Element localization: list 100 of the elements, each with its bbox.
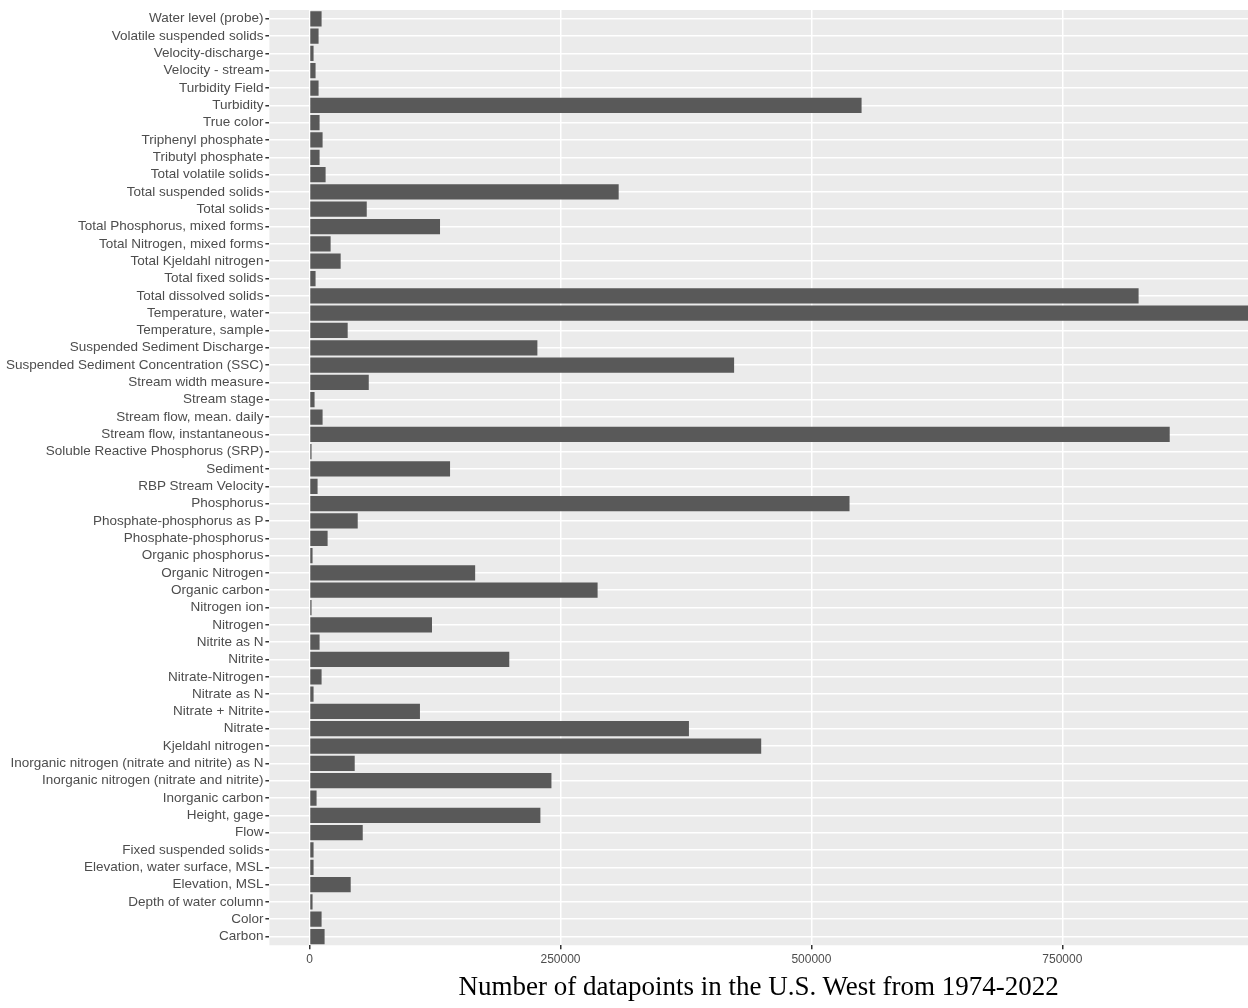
y-tick-label: Total solids: [196, 200, 264, 216]
y-tick-label: Suspended Sediment Discharge: [69, 339, 264, 355]
y-tick-label: Inorganic nitrogen (nitrate and nitrite) as N: [10, 755, 264, 771]
bar: [310, 738, 762, 754]
y-tick-label: Kjeldahl nitrogen: [162, 737, 264, 753]
y-tick-label: Volatile suspended solids: [111, 27, 264, 43]
x-axis-title: Number of datapoints in the U.S. West from 1974-2022: [458, 970, 1059, 1001]
bar: [310, 547, 313, 564]
y-tick-label: Total dissolved solids: [136, 287, 264, 303]
y-tick-label: Velocity-discharge: [153, 45, 264, 61]
bar: [310, 911, 322, 927]
bar: [310, 894, 313, 910]
y-tick-label: Turbidity: [212, 97, 264, 113]
y-tick-label: Flow: [234, 824, 264, 840]
bar: [310, 825, 363, 841]
y-tick-label: Triphenyl phosphate: [141, 131, 264, 147]
bar: [310, 859, 314, 875]
bar: [310, 773, 552, 789]
x-tick-label: 0: [306, 951, 314, 966]
bar: [310, 461, 451, 477]
bar: [310, 426, 1170, 442]
bar: [310, 876, 351, 893]
bar: [310, 634, 320, 650]
bar: [310, 11, 322, 27]
bar: [310, 80, 319, 96]
bar: [310, 63, 316, 79]
bar: [310, 409, 323, 425]
y-tick-label: Elevation, water surface, MSL: [84, 858, 264, 874]
y-tick-label: Stream width measure: [128, 374, 264, 390]
bar: [310, 582, 598, 598]
bar: [310, 357, 735, 373]
y-tick-label: Suspended Sediment Concentration (SSC): [5, 356, 264, 372]
bar: [310, 218, 441, 235]
x-tick-label: 250000: [540, 951, 581, 966]
y-tick-label: Sediment: [206, 460, 264, 476]
bar: [310, 478, 318, 494]
y-tick-label: Nitrate: [223, 720, 264, 736]
bar: [310, 617, 432, 633]
y-tick-label: True color: [203, 114, 264, 130]
bar: [310, 340, 538, 356]
bar: [310, 184, 619, 200]
y-tick-label: Organic carbon: [171, 581, 264, 597]
y-tick-label: Inorganic carbon: [162, 789, 264, 805]
bar: [310, 755, 355, 771]
y-tick-label: Temperature, sample: [136, 322, 264, 338]
y-tick-label: Depth of water column: [128, 893, 264, 909]
bar: [310, 45, 314, 62]
bar: [310, 374, 369, 391]
y-tick-label: Total Phosphorus, mixed forms: [78, 218, 264, 234]
y-tick-label: Water level (probe): [149, 10, 264, 26]
y-tick-label: Nitrogen: [212, 616, 264, 632]
bar: [310, 166, 326, 183]
x-tick-label: 500000: [791, 951, 832, 966]
y-tick-label: Height, gage: [186, 807, 264, 823]
x-tick-label: 750000: [1042, 951, 1083, 966]
y-tick-label: RBP Stream Velocity: [138, 478, 264, 494]
y-tick-label: Nitrite as N: [196, 633, 264, 649]
y-tick-label: Phosphate-phosphorus as P: [93, 512, 264, 528]
bar: [310, 530, 328, 546]
y-tick-label: Color: [231, 910, 264, 926]
y-tick-label: Velocity - stream: [163, 62, 264, 78]
y-tick-label: Organic phosphorus: [141, 547, 264, 563]
bar: [310, 132, 323, 148]
bar: [310, 721, 689, 737]
y-tick-label: Stream stage: [183, 391, 264, 407]
y-tick-label: Stream flow, mean. daily: [116, 408, 264, 424]
y-tick-label: Phosphorus: [191, 495, 264, 511]
y-tick-label: Nitrate + Nitrite: [172, 703, 264, 719]
y-tick-label: Total volatile solids: [150, 166, 264, 182]
y-tick-label: Total fixed solids: [164, 270, 264, 286]
y-tick-label: Turbidity Field: [179, 79, 264, 95]
y-tick-label: Organic Nitrogen: [161, 564, 264, 580]
bar: [310, 565, 476, 581]
bar: [310, 669, 322, 685]
bar: [310, 513, 358, 529]
bar: [310, 28, 319, 44]
y-tick-label: Soluble Reactive Phosphorus (SRP): [45, 443, 264, 459]
y-tick-label: Total suspended solids: [126, 183, 264, 199]
bar: [310, 790, 317, 806]
bar: [310, 149, 320, 165]
bar: [310, 651, 510, 668]
bar: [310, 201, 367, 217]
bar: [310, 703, 420, 720]
bar: [310, 236, 331, 252]
bar: [310, 322, 348, 339]
y-tick-label: Phosphate-phosphorus: [123, 529, 264, 545]
y-tick-label: Nitrite: [228, 651, 264, 667]
bar: [310, 115, 320, 131]
bar: [310, 842, 314, 858]
bar: [310, 270, 316, 287]
y-tick-label: Stream flow, instantaneous: [101, 426, 264, 442]
y-tick-label: Inorganic nitrogen (nitrate and nitrite): [42, 772, 264, 788]
bar: [310, 686, 314, 702]
y-tick-label: Elevation, MSL: [172, 876, 264, 892]
y-tick-label: Temperature, water: [147, 304, 264, 320]
y-tick-label: Nitrogen ion: [190, 599, 264, 615]
bar: [310, 392, 315, 408]
y-tick-label: Nitrate as N: [192, 685, 264, 701]
bar: [310, 807, 541, 823]
y-tick-label: Nitrate-Nitrogen: [168, 668, 264, 684]
